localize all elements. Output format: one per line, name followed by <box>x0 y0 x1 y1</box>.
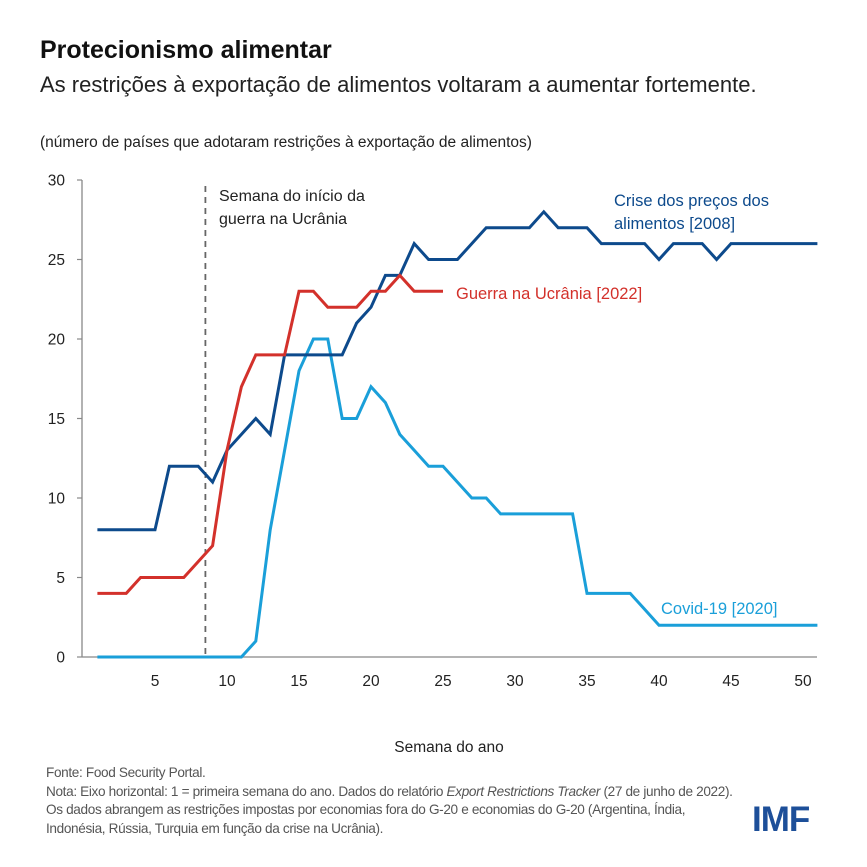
x-tick-label: 35 <box>578 673 595 690</box>
note-prefix: Nota: Eixo horizontal: 1 = primeira sema… <box>46 783 447 799</box>
series-label-2008-line2: alimentos [2008] <box>614 215 735 233</box>
method-note: Nota: Eixo horizontal: 1 = primeira sema… <box>46 783 746 839</box>
x-tick-label: 50 <box>794 673 812 690</box>
series-line-2 <box>97 337 818 659</box>
unit-note: (número de países que adotaram restriçõe… <box>40 134 532 151</box>
x-axis-label: Semana do ano <box>394 739 503 756</box>
imf-logo: IMF <box>752 800 810 839</box>
y-tick-label: 25 <box>48 252 65 269</box>
series-label-2008-line1: Crise dos preços dos <box>614 192 769 210</box>
series-label-2022: Guerra na Ucrânia [2022] <box>456 285 642 303</box>
y-tick-label: 10 <box>48 491 66 508</box>
series-line-0 <box>97 209 818 532</box>
y-tick-label: 0 <box>56 650 65 667</box>
x-tick-label: 10 <box>218 673 236 690</box>
footer-notes: Fonte: Food Security Portal. Nota: Eixo … <box>46 764 746 838</box>
x-tick-label: 20 <box>362 673 380 690</box>
y-tick-label: 15 <box>48 411 65 428</box>
x-tick-label: 45 <box>722 673 739 690</box>
annotation-line2: guerra na Ucrânia <box>219 211 347 228</box>
y-tick-label: 20 <box>48 332 66 349</box>
source-note: Fonte: Food Security Portal. <box>46 765 206 780</box>
chart-title: Protecionismo alimentar <box>40 36 332 64</box>
x-tick-label: 30 <box>506 673 524 690</box>
x-tick-label: 25 <box>434 673 451 690</box>
annotation-line1: Semana do início da <box>219 188 365 205</box>
series-label-2020: Covid-19 [2020] <box>661 600 778 618</box>
x-tick-label: 40 <box>650 673 668 690</box>
y-tick-label: 5 <box>56 570 65 587</box>
series-line-1 <box>97 273 443 595</box>
x-tick-label: 15 <box>290 673 307 690</box>
y-tick-label: 30 <box>48 173 66 190</box>
note-report-name: Export Restrictions Tracker <box>446 783 601 799</box>
x-tick-label: 5 <box>151 673 160 690</box>
note-rest: (27 de junho de 2022). Os dados abrangem… <box>46 783 733 836</box>
chart-subtitle: As restrições à exportação de alimentos … <box>40 72 757 97</box>
